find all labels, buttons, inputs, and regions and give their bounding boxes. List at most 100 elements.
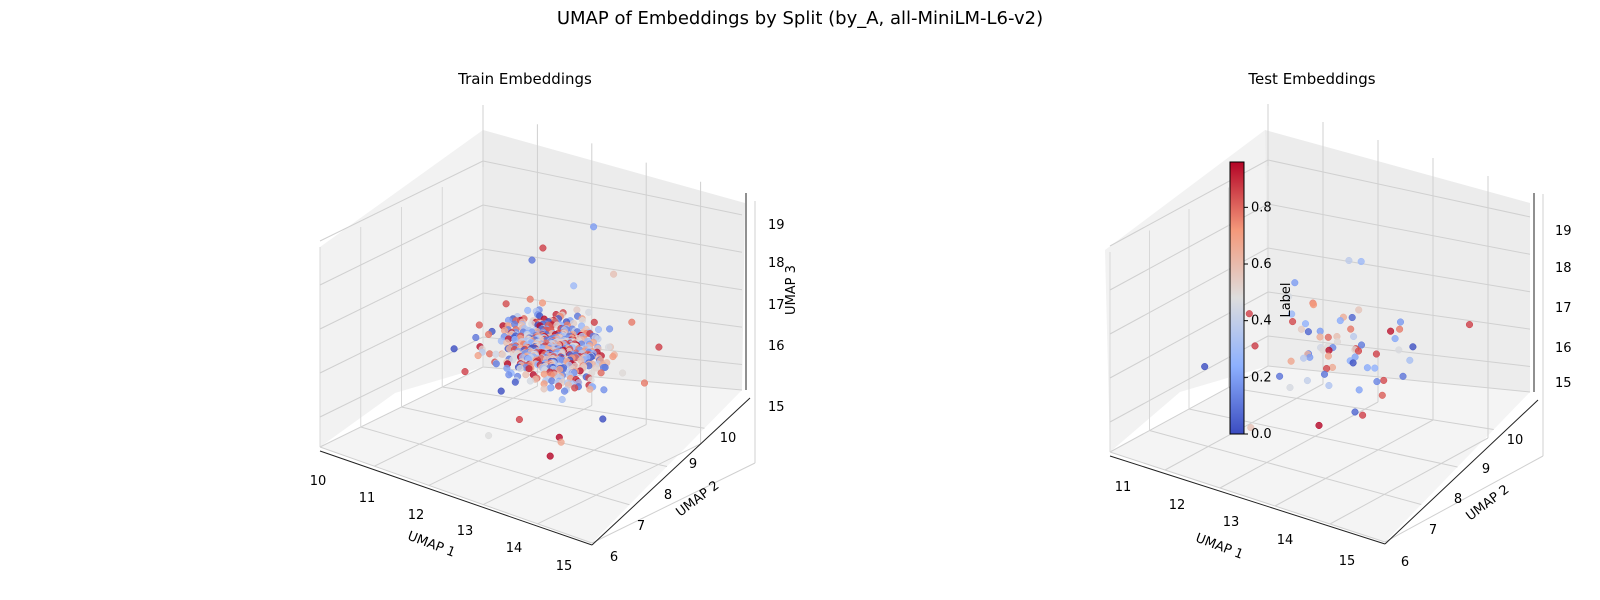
y-tick-label: 9 xyxy=(689,457,697,472)
z-tick-label: 18 xyxy=(768,256,785,271)
z-tick-label: 16 xyxy=(1555,341,1572,356)
scatter-point xyxy=(590,223,598,231)
floor-gridline xyxy=(374,385,538,467)
scatter-point xyxy=(1251,342,1259,350)
floor-pane xyxy=(320,367,742,543)
scatter-point xyxy=(509,356,517,364)
scatter-point xyxy=(526,295,534,303)
scatter-point xyxy=(1373,378,1381,386)
scatter-point xyxy=(1291,279,1299,287)
scatter-point xyxy=(1324,333,1332,341)
x-tick-label: 10 xyxy=(310,474,327,489)
scatter-point xyxy=(497,387,505,395)
z-tick-label: 15 xyxy=(1555,376,1572,391)
scatter-point xyxy=(1304,328,1312,336)
scatter-point xyxy=(474,352,482,360)
scatter-point xyxy=(1245,310,1253,318)
scatter-point xyxy=(1387,327,1395,335)
train-3d-scatter: Train Embeddings 10 11 12 13 14 15 6 7 8 9 10 19 18 17… xyxy=(310,70,799,574)
y-tick-label: 7 xyxy=(1429,523,1437,538)
x-tick-label: 13 xyxy=(457,524,474,539)
panel-title: Train Embeddings xyxy=(457,70,592,88)
scatter-point xyxy=(486,350,494,358)
scatter-point xyxy=(546,384,554,392)
scatter-point xyxy=(1287,357,1295,365)
x-tick-label: 14 xyxy=(1277,533,1294,548)
scatter-point xyxy=(548,377,556,385)
scatter-point xyxy=(1391,335,1399,343)
scatter-point xyxy=(1301,320,1310,328)
scatter-point xyxy=(1349,359,1357,367)
scatter-point xyxy=(524,306,532,314)
scatter-point xyxy=(557,438,565,446)
scatter-point xyxy=(1325,381,1333,390)
scatter-point xyxy=(1348,313,1356,322)
scatter-point xyxy=(501,327,509,335)
y-tick-label: 6 xyxy=(610,550,618,565)
back-pane-right xyxy=(1265,130,1530,392)
scatter-point xyxy=(586,385,594,393)
scatter-point xyxy=(546,452,554,460)
z-gridline xyxy=(1267,291,1531,330)
scatter-point xyxy=(1351,408,1359,416)
scatter-point xyxy=(515,415,523,424)
test-3d-scatter: Test Embeddings 11 12 13 14 15 6 7 8 9 10 19 18 17 16 1… xyxy=(1105,70,1572,570)
floor-gridline xyxy=(1274,419,1434,507)
z-gridline xyxy=(1267,159,1531,218)
scatter-point xyxy=(570,282,578,290)
x-tick-label: 11 xyxy=(1115,480,1132,495)
scatter-point xyxy=(1406,356,1414,364)
z-gridline xyxy=(319,292,484,374)
z-tick-label: 18 xyxy=(1555,261,1572,276)
scatter-point xyxy=(526,377,534,385)
scatter-point xyxy=(571,384,579,392)
scatter-point xyxy=(492,350,500,358)
scatter-point xyxy=(592,364,600,372)
colorbar: 0.0 0.2 0.4 0.6 0.8 Label xyxy=(1229,161,1294,442)
colorbar-label: Label xyxy=(1279,282,1294,317)
scatter-point xyxy=(1378,391,1386,399)
x-tick-label: 13 xyxy=(1223,515,1240,530)
scatter-point xyxy=(1319,346,1327,354)
scatter-point xyxy=(1309,301,1318,309)
scatter-point xyxy=(585,308,593,316)
z-gridline xyxy=(482,160,743,216)
z-tick-label: 19 xyxy=(768,218,785,233)
scatter-point xyxy=(1355,386,1363,394)
scatter-point xyxy=(1286,383,1294,392)
z-gridline xyxy=(482,292,743,328)
scatter-point xyxy=(1324,352,1332,360)
back-pane-left xyxy=(1105,130,1268,452)
scatter-point xyxy=(590,318,598,326)
scatter-point xyxy=(522,371,530,379)
scatter-point xyxy=(485,330,493,338)
floor-gridline xyxy=(1149,430,1422,505)
scatter-point xyxy=(528,320,536,328)
scatter-point xyxy=(1357,341,1366,349)
z-gridline xyxy=(319,160,484,242)
x-axis-line xyxy=(319,450,593,546)
y-tick-label: 8 xyxy=(1454,492,1462,507)
z-gridline xyxy=(319,204,484,286)
scatter-point xyxy=(1409,343,1417,351)
scatter-point xyxy=(1285,292,1293,301)
scatter-point xyxy=(640,379,649,387)
y-tick-label: 9 xyxy=(1482,462,1490,477)
scatter-point xyxy=(1303,377,1311,385)
scatter-point xyxy=(1247,424,1255,432)
scatter-point xyxy=(1345,256,1353,265)
scatter-point xyxy=(594,325,603,334)
scatter-point xyxy=(538,299,547,307)
scatter-point xyxy=(1357,257,1365,266)
scatter-point xyxy=(628,318,636,326)
x-tick-label: 15 xyxy=(556,559,573,574)
z-gridline xyxy=(1267,247,1531,293)
scatter-point xyxy=(475,321,483,329)
scatter-point xyxy=(597,369,605,377)
scatter-point xyxy=(1355,306,1363,314)
scatter-point xyxy=(1396,325,1404,333)
x-axis-line xyxy=(1109,455,1386,545)
floor-gridline xyxy=(401,406,668,467)
scatter-point xyxy=(461,368,469,376)
scatter-point xyxy=(1328,363,1337,371)
